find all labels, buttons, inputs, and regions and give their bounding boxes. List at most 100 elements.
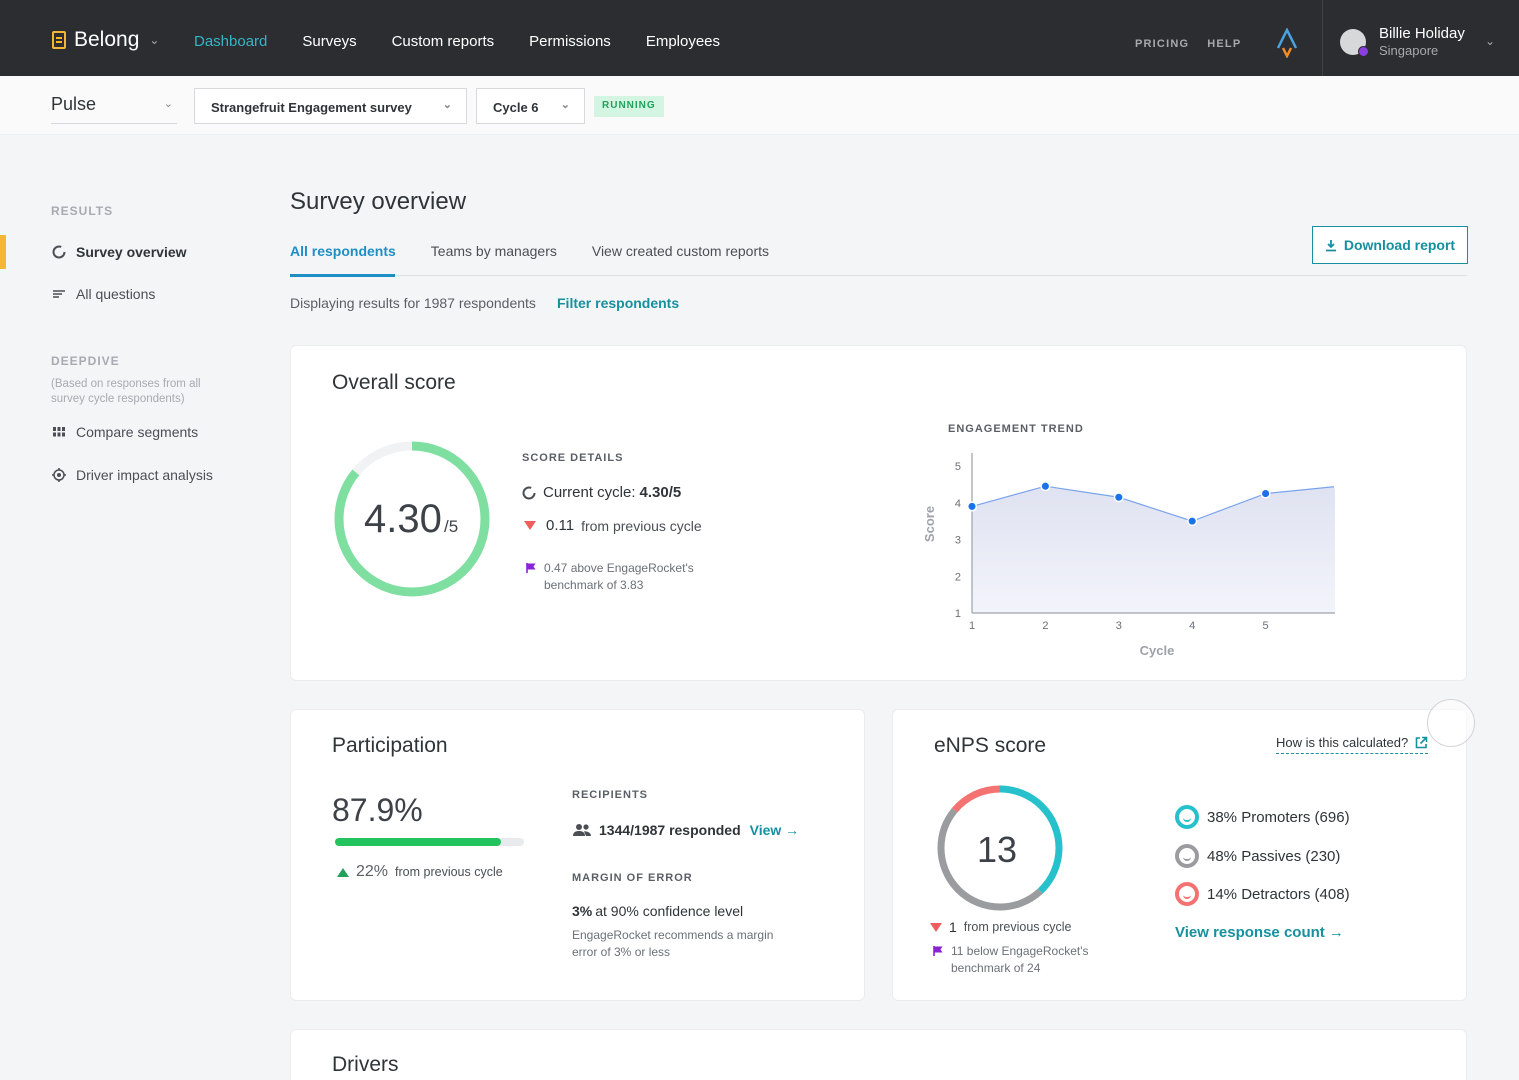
brand-name: Belong xyxy=(74,28,140,51)
how-calculated-link[interactable]: How is this calculated? xyxy=(1276,735,1428,754)
external-link-icon xyxy=(1415,736,1428,749)
flag-icon xyxy=(933,946,943,956)
utility-nav: PRICING HELP xyxy=(1135,38,1241,50)
view-response-count-label: View response count xyxy=(1175,924,1325,941)
chevron-down-icon: ⌄ xyxy=(560,99,570,111)
tab-teams-by-managers[interactable]: Teams by managers xyxy=(430,243,557,259)
participation-rate: 87.9% xyxy=(332,792,423,828)
sidebar-item-label: Driver impact analysis xyxy=(76,467,213,483)
tab-divider xyxy=(290,275,1467,276)
tab-custom-reports[interactable]: View created custom reports xyxy=(591,243,770,259)
tab-all-respondents[interactable]: All respondents xyxy=(290,243,396,259)
enps-score-value: 13 xyxy=(977,829,1018,870)
results-heading: RESULTS xyxy=(51,204,114,218)
deepdive-heading: DEEPDIVE xyxy=(51,354,120,368)
chevron-down-icon: ⌄ xyxy=(163,98,173,110)
nav-employees[interactable]: Employees xyxy=(645,33,721,50)
view-recipients-link[interactable]: View → xyxy=(749,822,800,838)
sidebar-item-driver-impact[interactable]: Driver impact analysis xyxy=(52,467,213,483)
nav-custom-reports[interactable]: Custom reports xyxy=(391,33,495,50)
enps-arcs xyxy=(937,785,1063,911)
current-cycle-value: 4.30/5 xyxy=(639,484,682,501)
active-indicator xyxy=(0,235,6,269)
margin-note-line-1: EngageRocket recommends a margin xyxy=(572,928,774,942)
score-change-row: 0.11 from previous cycle xyxy=(524,517,702,534)
user-name[interactable]: Billie Holiday xyxy=(1379,25,1465,42)
enps-detractors-arc xyxy=(937,785,1063,911)
ring-progress xyxy=(334,441,490,597)
avatar[interactable] xyxy=(1340,29,1369,57)
enps-change-label: from previous cycle xyxy=(963,920,1072,934)
chevron-down-icon[interactable]: ⌄ xyxy=(1485,34,1496,48)
enps-change-row: 1 from previous cycle xyxy=(930,919,1071,935)
respondent-tabs: All respondents Teams by managers View c… xyxy=(290,243,769,259)
user-location: Singapore xyxy=(1379,43,1439,58)
nav-pricing[interactable]: PRICING xyxy=(1135,38,1190,50)
nav-divider xyxy=(1322,0,1323,76)
score-details-label: SCORE DETAILS xyxy=(522,452,624,464)
participation-bar xyxy=(335,838,524,846)
margin-row: 3% at 90% confidence level xyxy=(572,903,743,919)
grid-icon xyxy=(53,427,65,437)
decrease-arrow-icon xyxy=(524,521,536,530)
cycle-select[interactable]: Cycle 6 ⌄ xyxy=(476,88,585,124)
enps-donut xyxy=(937,785,1063,911)
participation-change-value: 22% xyxy=(356,863,389,880)
engagement-trend-chart: ENGAGEMENT TREND Score Cycle 12345123456 xyxy=(922,423,1335,658)
card-title: Drivers xyxy=(332,1053,399,1076)
circle-progress-icon xyxy=(522,486,536,499)
circle-progress-icon xyxy=(52,245,66,259)
decrease-arrow-icon xyxy=(930,922,942,932)
current-cycle-row: Current cycle: 4.30/5 xyxy=(522,484,681,501)
people-icon xyxy=(573,824,591,836)
overall-score-value: 4.30 xyxy=(364,497,442,541)
download-report-button[interactable]: Download report xyxy=(1312,226,1468,264)
chart-title: ENGAGEMENT TREND xyxy=(948,423,1084,435)
brand-menu[interactable]: Belong ⌄ xyxy=(52,28,159,52)
engagerocket-logo-icon xyxy=(1276,28,1298,58)
chevron-down-icon: ⌄ xyxy=(149,33,160,47)
survey-select[interactable]: Strangefruit Engagement survey ⌄ xyxy=(194,88,467,124)
score-change-value: 0.11 xyxy=(546,517,575,534)
page-title: Survey overview xyxy=(290,188,467,215)
x-tick-label: 2 xyxy=(1042,620,1048,632)
participation-change-row: 22% from previous cycle xyxy=(337,863,503,881)
sidebar-item-label: Compare segments xyxy=(76,424,199,440)
list-icon xyxy=(53,290,65,298)
card-title: Overall score xyxy=(332,371,456,394)
margin-value: 3% xyxy=(572,903,593,919)
deepdive-note: (Based on responses from all survey cycl… xyxy=(51,378,201,405)
overall-score-ring xyxy=(334,441,490,597)
floating-action-ring[interactable] xyxy=(1427,699,1475,747)
legend-label: 14% Detractors (408) xyxy=(1207,885,1350,903)
nav-permissions[interactable]: Permissions xyxy=(529,33,611,50)
product-select[interactable]: Pulse ⌄ xyxy=(51,94,177,124)
nav-dashboard[interactable]: Dashboard xyxy=(194,33,268,50)
filter-respondents-link[interactable]: Filter respondents xyxy=(557,295,680,311)
top-navigation: Belong ⌄ Dashboard Surveys Custom report… xyxy=(0,0,1519,76)
admin-badge-icon xyxy=(1358,46,1369,57)
status-badge: RUNNING xyxy=(594,96,664,117)
participation-change-label: from previous cycle xyxy=(395,865,503,879)
overall-score-denominator: /5 xyxy=(444,517,459,536)
recipients-label: RECIPIENTS xyxy=(572,789,649,801)
view-response-count-link[interactable]: View response count → xyxy=(1175,924,1344,941)
x-tick-label: 4 xyxy=(1189,620,1195,632)
nav-surveys[interactable]: Surveys xyxy=(302,33,357,50)
nav-help[interactable]: HELP xyxy=(1207,38,1242,50)
drivers-card xyxy=(290,1029,1467,1080)
respondent-count-text: Displaying results for 1987 respondents xyxy=(290,295,536,311)
sidebar-item-compare-segments[interactable]: Compare segments xyxy=(52,424,198,440)
increase-arrow-icon xyxy=(337,867,349,877)
chart-data-point xyxy=(1187,516,1198,527)
enps-benchmark-line-2: benchmark of 24 xyxy=(951,961,1041,975)
survey-select-value: Strangefruit Engagement survey xyxy=(211,100,412,115)
benchmark-line-2: benchmark of 3.83 xyxy=(544,578,644,592)
margin-text: at 90% confidence level xyxy=(595,903,744,919)
flag-icon xyxy=(526,563,536,573)
download-label: Download report xyxy=(1343,237,1456,253)
sidebar-item-all-questions[interactable]: All questions xyxy=(52,286,155,302)
y-tick-label: 4 xyxy=(955,498,961,510)
y-tick-label: 1 xyxy=(955,608,961,620)
sidebar-item-survey-overview[interactable]: Survey overview xyxy=(52,244,187,260)
